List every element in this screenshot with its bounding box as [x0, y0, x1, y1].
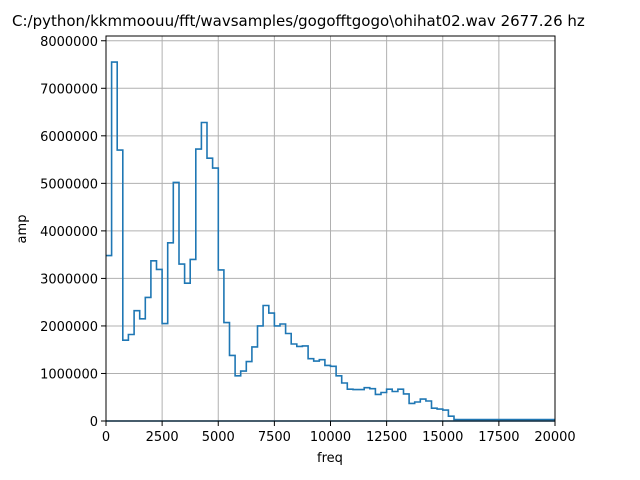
- x-tick-label: 15000: [422, 430, 463, 445]
- x-axis-label: freq: [317, 451, 343, 466]
- y-tick-label: 3000000: [40, 272, 98, 287]
- x-tick-label: 20000: [534, 430, 575, 445]
- x-tick-label: 5000: [202, 430, 235, 445]
- x-tick-label: 17500: [478, 430, 519, 445]
- y-tick-label: 8000000: [40, 35, 98, 50]
- y-tick-label: 7000000: [40, 82, 98, 97]
- y-tick-label: 6000000: [40, 130, 98, 145]
- y-tick-label: 1000000: [40, 367, 98, 382]
- x-tick-label: 7500: [258, 430, 291, 445]
- spectrum-line: [106, 61, 555, 421]
- y-axis-ticks: 0 1000000 2000000 3000000 4000000 5000000 6000…: [40, 35, 106, 430]
- x-tick-label: 0: [102, 430, 110, 445]
- y-tick-label: 0: [90, 415, 98, 430]
- y-tick-label: 2000000: [40, 320, 98, 335]
- chart-title: C:/python/kkmmoouu/fft/wavsamples/gogoff…: [12, 12, 585, 30]
- x-tick-label: 12500: [366, 430, 407, 445]
- x-axis-ticks: 0 2500 5000 7500 10000 12500 15000 17500 20000: [102, 421, 576, 445]
- y-tick-label: 5000000: [40, 177, 98, 192]
- x-tick-label: 10000: [310, 430, 351, 445]
- grid: [105, 36, 556, 422]
- y-tick-label: 4000000: [40, 225, 98, 240]
- y-axis-label: amp: [15, 215, 30, 244]
- x-tick-label: 2500: [146, 430, 179, 445]
